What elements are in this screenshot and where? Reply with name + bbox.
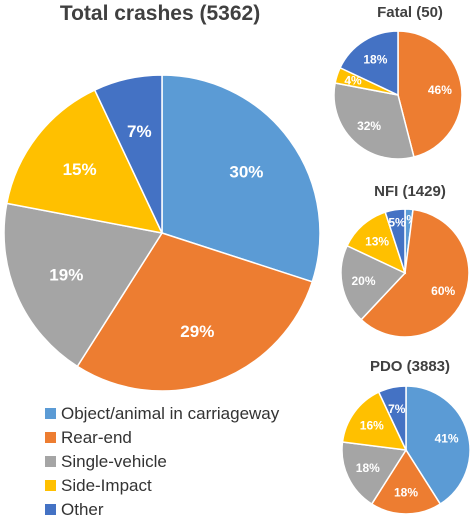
nfi-pie-label-side-impact: 13% xyxy=(365,235,389,249)
pdo-pie-title: PDO (3883) xyxy=(370,358,450,375)
fatal-pie-slice-rear-end xyxy=(397,30,463,158)
fatal-pie: 0%46%32%4%18% xyxy=(333,30,463,160)
pdo-pie-slice-rear-end xyxy=(370,448,442,515)
nfi-pie-label-other: 5% xyxy=(388,216,406,230)
fatal-pie-label-other: 18% xyxy=(363,53,387,67)
nfi-pie: 2%60%20%13%5% xyxy=(340,208,470,338)
nfi-pie-slice-rear-end xyxy=(360,208,470,338)
fatal-pie-title: Fatal (50) xyxy=(377,4,443,21)
fatal-pie-slice-other xyxy=(339,30,399,97)
legend-swatch-object-animal xyxy=(45,408,56,419)
pdo-pie-label-object-animal: 41% xyxy=(435,431,459,445)
main-pie-slice-object-animal xyxy=(161,74,321,283)
pdo-pie-slice-side-impact xyxy=(341,391,408,451)
legend-swatch-other xyxy=(45,504,56,515)
pdo-pie-label-side-impact: 16% xyxy=(360,418,384,432)
pdo-pie-label-single-vehicle: 18% xyxy=(356,461,380,475)
legend-swatch-side-impact xyxy=(45,480,56,491)
nfi-pie-label-rear-end: 60% xyxy=(431,284,455,298)
main-pie-slice-other xyxy=(93,74,163,234)
legend: Object/animal in carriageway Rear-end Si… xyxy=(45,404,280,516)
main-pie-slice-rear-end xyxy=(76,232,314,392)
fatal-pie-label-single-vehicle: 32% xyxy=(357,119,381,133)
legend-label-rear-end: Rear-end xyxy=(61,428,132,447)
fatal-pie-slice-single-vehicle xyxy=(333,82,415,160)
legend-label-single-vehicle: Single-vehicle xyxy=(61,452,167,471)
nfi-pie-slice-other xyxy=(384,208,406,274)
legend-label-side-impact: Side-Impact xyxy=(61,476,152,495)
main-pie-slice-side-impact xyxy=(5,89,164,235)
nfi-pie-title: NFI (1429) xyxy=(374,183,446,200)
legend-label-other: Other xyxy=(61,500,104,516)
main-pie-label-side-impact: 15% xyxy=(63,160,97,179)
legend-swatch-rear-end xyxy=(45,432,56,443)
pdo-pie-slice-single-vehicle xyxy=(341,441,408,506)
main-pie-label-single-vehicle: 19% xyxy=(49,265,83,284)
pdo-pie-label-other: 7% xyxy=(388,402,406,416)
legend-swatch-single-vehicle xyxy=(45,456,56,467)
pdo-pie: 41% 18% 18% 16% 7% xyxy=(341,385,471,515)
nfi-pie-slice-single-vehicle xyxy=(340,244,407,321)
fatal-pie-label-side-impact: 4% xyxy=(344,74,362,88)
legend-label-object-animal: Object/animal in carriageway xyxy=(61,404,280,423)
main-pie-label-rear-end: 29% xyxy=(180,322,214,341)
main-pie-slice-single-vehicle xyxy=(3,202,164,368)
main-pie-label-object-animal: 30% xyxy=(229,163,263,182)
fatal-pie-label-rear-end: 46% xyxy=(428,83,452,97)
main-pie-label-other: 7% xyxy=(127,122,152,141)
pdo-pie-slice-other xyxy=(377,385,407,451)
main-pie: 30% 29% 19% 15% 7% xyxy=(3,74,321,392)
main-pie-title: Total crashes (5362) xyxy=(60,2,260,25)
nfi-pie-label-single-vehicle: 20% xyxy=(351,274,375,288)
pdo-pie-label-rear-end: 18% xyxy=(394,485,418,499)
